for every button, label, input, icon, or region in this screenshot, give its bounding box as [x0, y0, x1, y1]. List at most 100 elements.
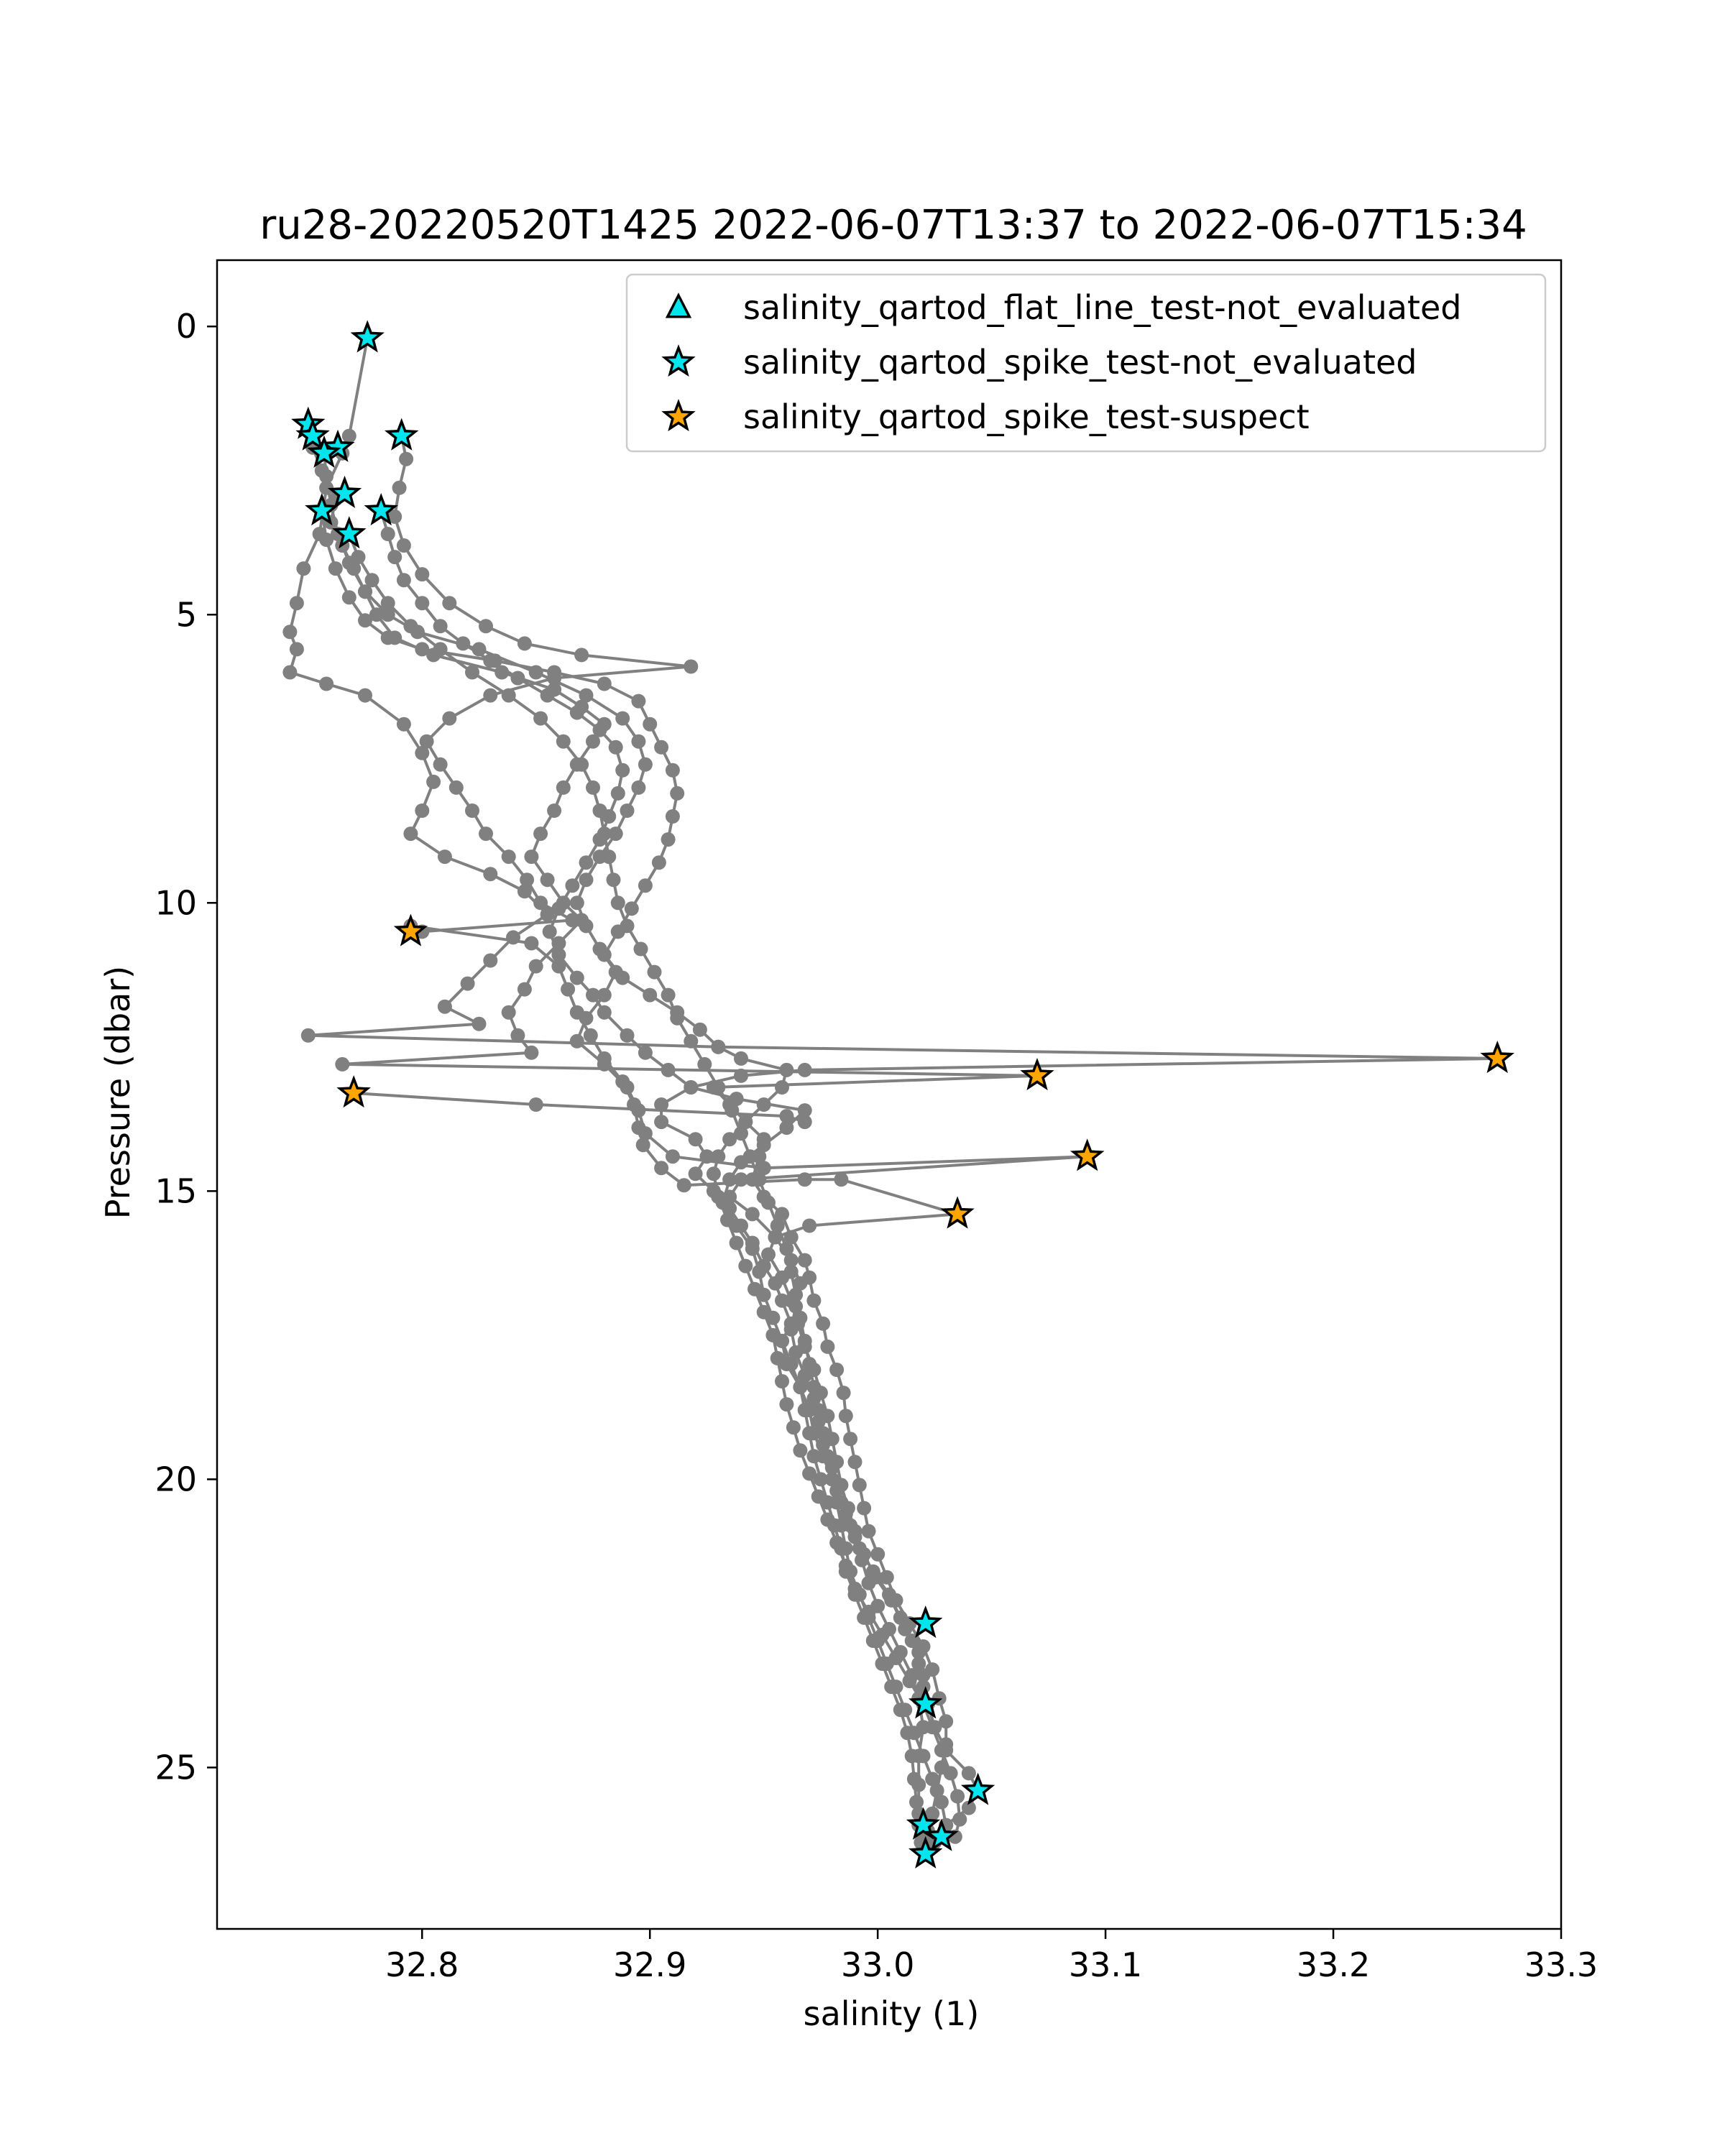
- spike-not-evaluated-marker: [307, 435, 341, 468]
- data-point: [631, 780, 646, 795]
- spike-suspect-marker: [940, 1196, 975, 1229]
- x-tick-label: 32.9: [613, 1945, 686, 1984]
- chart-title: ru28-20220520T1425 2022-06-07T13:37 to 2…: [259, 202, 1527, 249]
- data-point: [610, 786, 625, 801]
- data-point: [565, 878, 580, 893]
- y-tick-label: 0: [176, 307, 197, 346]
- data-point: [684, 1080, 699, 1095]
- data-point: [779, 1120, 794, 1135]
- data-point: [847, 1455, 862, 1470]
- data-point: [615, 711, 630, 726]
- data-point: [797, 1062, 812, 1077]
- data-point: [399, 451, 414, 466]
- data-point: [806, 1449, 822, 1464]
- data-point: [551, 959, 566, 974]
- data-point: [797, 1172, 812, 1187]
- data-point: [364, 573, 380, 588]
- legend-entry: salinity_qartod_flat_line_test-not_evalu…: [665, 288, 1461, 327]
- data-point: [916, 1668, 931, 1683]
- data-point: [426, 774, 441, 789]
- data-point: [442, 596, 457, 611]
- data-point: [925, 1720, 940, 1735]
- data-point: [797, 1103, 812, 1118]
- qc-markers: [291, 320, 1514, 1869]
- data-point: [479, 619, 493, 634]
- data-point: [734, 1051, 748, 1066]
- spike-not-evaluated-marker: [924, 1818, 959, 1851]
- data-point: [802, 1357, 817, 1371]
- data-point: [510, 671, 525, 686]
- data-point: [540, 872, 555, 888]
- data-point: [638, 878, 653, 893]
- data-point: [952, 1812, 967, 1827]
- data-point: [770, 1350, 785, 1365]
- data-point: [419, 734, 434, 749]
- data-point: [565, 913, 580, 928]
- spike-not-evaluated-marker: [332, 516, 367, 549]
- data-point: [906, 1726, 921, 1741]
- data-point: [761, 1247, 776, 1262]
- x-tick-label: 33.0: [841, 1945, 914, 1984]
- legend-star-marker: [661, 399, 696, 432]
- data-point: [852, 1478, 867, 1493]
- y-tick-label: 20: [155, 1460, 197, 1498]
- data-point: [692, 1022, 707, 1037]
- legend-label: salinity_qartod_flat_line_test-not_evalu…: [743, 288, 1461, 327]
- data-point: [824, 1472, 840, 1487]
- data-point: [643, 987, 658, 1003]
- data-point: [524, 936, 539, 951]
- data-point: [722, 1132, 737, 1147]
- spike-suspect-marker: [393, 913, 428, 946]
- data-point: [661, 987, 676, 1003]
- data-point: [847, 1524, 862, 1539]
- data-point: [465, 803, 479, 818]
- data-point: [654, 1115, 669, 1130]
- legend-box: [625, 273, 1547, 453]
- data-point: [631, 1120, 646, 1135]
- data-point: [870, 1634, 886, 1648]
- data-point: [615, 763, 630, 778]
- spike-not-evaluated-marker: [908, 1835, 943, 1869]
- data-point: [925, 1772, 940, 1787]
- data-point: [501, 849, 516, 865]
- data-point: [547, 803, 562, 818]
- data-point: [319, 469, 334, 484]
- data-point: [779, 1109, 794, 1124]
- data-point: [797, 1115, 812, 1130]
- data-point: [697, 1056, 712, 1072]
- data-point: [597, 947, 612, 962]
- data-point: [579, 918, 594, 934]
- data-point: [898, 1621, 913, 1636]
- data-point: [684, 659, 699, 674]
- data-point: [806, 1293, 822, 1308]
- data-point: [392, 480, 407, 495]
- data-point: [597, 1005, 612, 1020]
- data-point: [834, 1518, 849, 1533]
- data-point: [433, 619, 448, 634]
- data-point: [574, 757, 589, 772]
- data-point: [520, 872, 535, 888]
- data-point: [670, 786, 685, 801]
- data-point: [820, 1449, 835, 1464]
- y-tick-label: 15: [155, 1171, 197, 1210]
- data-point: [834, 1172, 849, 1187]
- data-point: [569, 1033, 584, 1049]
- data-point: [783, 1264, 799, 1279]
- data-point: [633, 941, 648, 957]
- profile-series: [346, 1086, 812, 1130]
- data-point: [602, 849, 617, 865]
- legend: salinity_qartod_flat_line_test-not_evalu…: [625, 273, 1547, 453]
- data-point: [775, 1374, 789, 1388]
- data-point: [533, 826, 548, 842]
- data-point: [661, 832, 676, 847]
- data-point: [761, 1195, 776, 1210]
- data-point: [620, 803, 635, 818]
- data-point: [328, 561, 343, 576]
- data-point: [816, 1316, 831, 1331]
- data-point: [597, 676, 612, 691]
- data-point: [711, 1189, 726, 1204]
- data-point: [840, 1501, 855, 1516]
- data-point: [711, 1080, 726, 1095]
- data-point: [569, 1005, 584, 1020]
